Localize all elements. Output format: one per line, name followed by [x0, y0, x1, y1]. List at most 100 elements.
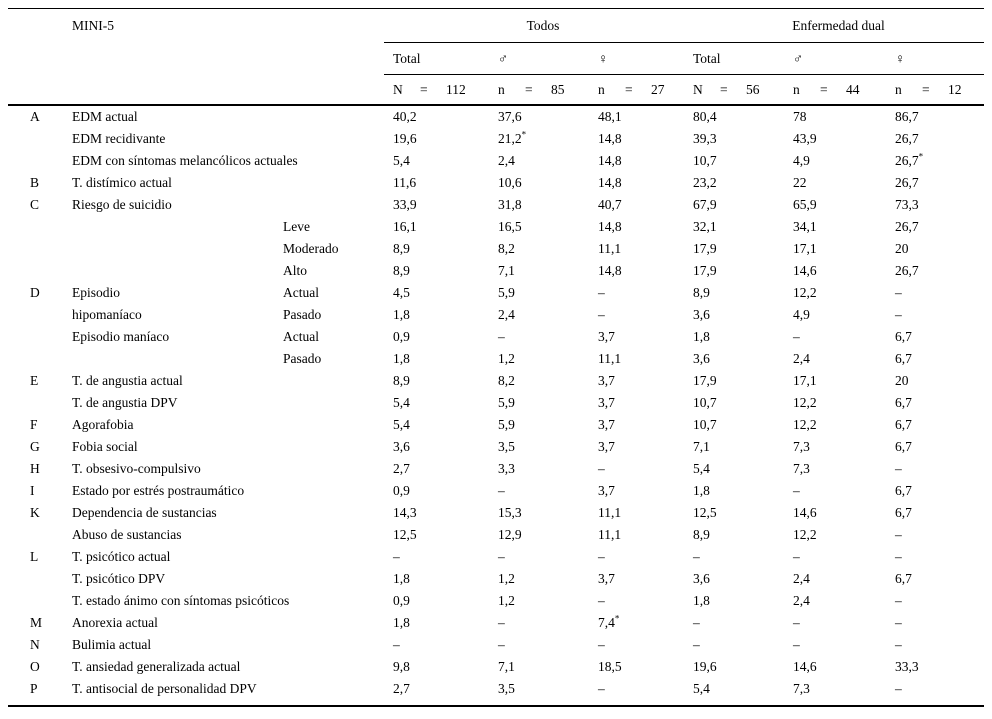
value-cell: 17,9	[693, 241, 717, 256]
value-cell: 5,4	[393, 153, 410, 168]
value-cell: –	[793, 637, 800, 652]
n-symbol: N	[393, 81, 403, 97]
significance-asterisk: *	[918, 151, 924, 162]
value-cell: 14,6	[793, 659, 817, 674]
row-label: Episodio maníaco	[72, 329, 170, 344]
value-cell: 3,7	[598, 483, 615, 498]
value-cell: –	[793, 483, 800, 498]
row-letter: O	[30, 659, 40, 674]
table-row: A EDM actual 40,2 37,6 48,1 80,4 78 86,7	[8, 106, 984, 128]
value-cell: 1,8	[393, 571, 410, 586]
row-label: EDM actual	[72, 109, 138, 124]
table-row: T. de angustia DPV 5,4 5,9 3,7 10,7 12,2 6,7	[8, 392, 984, 414]
value-cell: 2,7	[393, 681, 410, 696]
row-letter: N	[30, 637, 40, 652]
value-cell: 3,7	[598, 571, 615, 586]
col-header-dual-total: Total	[693, 50, 721, 66]
row-sublabel: Actual	[283, 329, 319, 344]
value-cell: 21,2*	[498, 129, 527, 146]
value-cell: 1,8	[693, 329, 710, 344]
row-letter: F	[30, 417, 38, 432]
n-symbol: n	[498, 81, 505, 97]
value-cell: 0,9	[393, 329, 410, 344]
value-cell: –	[498, 549, 505, 564]
value-cell: 3,7	[598, 329, 615, 344]
n-symbol: n	[598, 81, 605, 97]
value-cell: 3,5	[498, 681, 515, 696]
value-cell: –	[598, 307, 605, 322]
value-cell: 86,7	[895, 109, 919, 124]
table-title: MINI-5	[72, 17, 114, 33]
value-cell: 4,5	[393, 285, 410, 300]
row-label: Dependencia de sustancias	[72, 505, 217, 520]
row-letter: G	[30, 439, 40, 454]
value-cell: 6,7	[895, 483, 912, 498]
value-cell: 3,5	[498, 439, 515, 454]
row-letter: C	[30, 197, 40, 212]
value-cell: 15,3	[498, 505, 522, 520]
value-cell: 11,1	[598, 241, 622, 256]
value-cell: 16,1	[393, 219, 417, 234]
equals-sign: =	[922, 81, 930, 97]
value-cell: 14,6	[793, 505, 817, 520]
row-label: Agorafobia	[72, 417, 134, 432]
row-label: Fobia social	[72, 439, 138, 454]
value-cell: 14,6	[793, 263, 817, 278]
value-cell: 10,7	[693, 395, 717, 410]
value-cell: 3,6	[693, 351, 710, 366]
row-label: Riesgo de suicidio	[72, 197, 172, 212]
value-cell: 10,7	[693, 417, 717, 432]
row-label: Episodio	[72, 285, 121, 300]
row-letter: E	[30, 373, 39, 388]
row-sublabel: Pasado	[283, 351, 322, 366]
row-letter: P	[30, 681, 38, 696]
table-row: hipomaníaco Pasado 1,8 2,4 – 3,6 4,9 –	[8, 304, 984, 326]
value-cell: 3,7	[598, 395, 615, 410]
n-cell-dual-male: n = 44	[793, 82, 895, 98]
value-cell: 16,5	[498, 219, 522, 234]
value-cell: 6,7	[895, 505, 912, 520]
value-cell: 1,2	[498, 571, 515, 586]
value-cell: 4,9	[793, 307, 810, 322]
row-label: T. de angustia actual	[72, 373, 183, 388]
row-label: Anorexia actual	[72, 615, 158, 630]
value-cell: –	[393, 637, 400, 652]
value-cell: 11,1	[598, 351, 622, 366]
value-cell: 2,4	[793, 593, 810, 608]
table-row: Alto 8,9 7,1 14,8 17,9 14,6 26,7	[8, 260, 984, 282]
value-cell: 34,1	[793, 219, 817, 234]
table-row: D Episodio Actual 4,5 5,9 – 8,9 12,2 –	[8, 282, 984, 304]
value-cell: 20	[895, 241, 909, 256]
row-letter: I	[30, 483, 35, 498]
value-cell: 3,7	[598, 417, 615, 432]
table-row: Leve 16,1 16,5 14,8 32,1 34,1 26,7	[8, 216, 984, 238]
equals-sign: =	[820, 81, 828, 97]
table-row: M Anorexia actual 1,8 – 7,4* – – –	[8, 612, 984, 634]
n-value: 12	[948, 81, 962, 97]
row-label: Bulimia actual	[72, 637, 152, 652]
value-cell: 6,7	[895, 329, 912, 344]
value-cell: –	[895, 637, 902, 652]
value-cell: 6,7	[895, 351, 912, 366]
row-letter: M	[30, 615, 43, 630]
value-cell: 5,4	[393, 417, 410, 432]
equals-sign: =	[720, 81, 728, 97]
value-cell: 7,1	[498, 659, 515, 674]
value-cell: 40,2	[393, 109, 417, 124]
table-row: O T. ansiedad generalizada actual 9,8 7,1 18…	[8, 656, 984, 678]
value-cell: –	[498, 329, 505, 344]
value-cell: –	[895, 307, 902, 322]
value-cell: 2,4	[498, 153, 515, 168]
results-table: MINI-5 Todos Enfermedad dual Total ♂ ♀ T…	[8, 8, 984, 707]
value-cell: 39,3	[693, 131, 717, 146]
row-sublabel: Moderado	[283, 241, 339, 256]
value-cell: 12,2	[793, 285, 817, 300]
value-cell: 7,3	[793, 439, 810, 454]
value-cell: 12,2	[793, 527, 817, 542]
value-cell: –	[693, 615, 700, 630]
row-letter: K	[30, 505, 40, 520]
value-cell: 26,7*	[895, 151, 924, 168]
value-cell: –	[895, 593, 902, 608]
row-label: T. antisocial de personalidad DPV	[72, 681, 257, 696]
table-row: F Agorafobia 5,4 5,9 3,7 10,7 12,2 6,7	[8, 414, 984, 436]
